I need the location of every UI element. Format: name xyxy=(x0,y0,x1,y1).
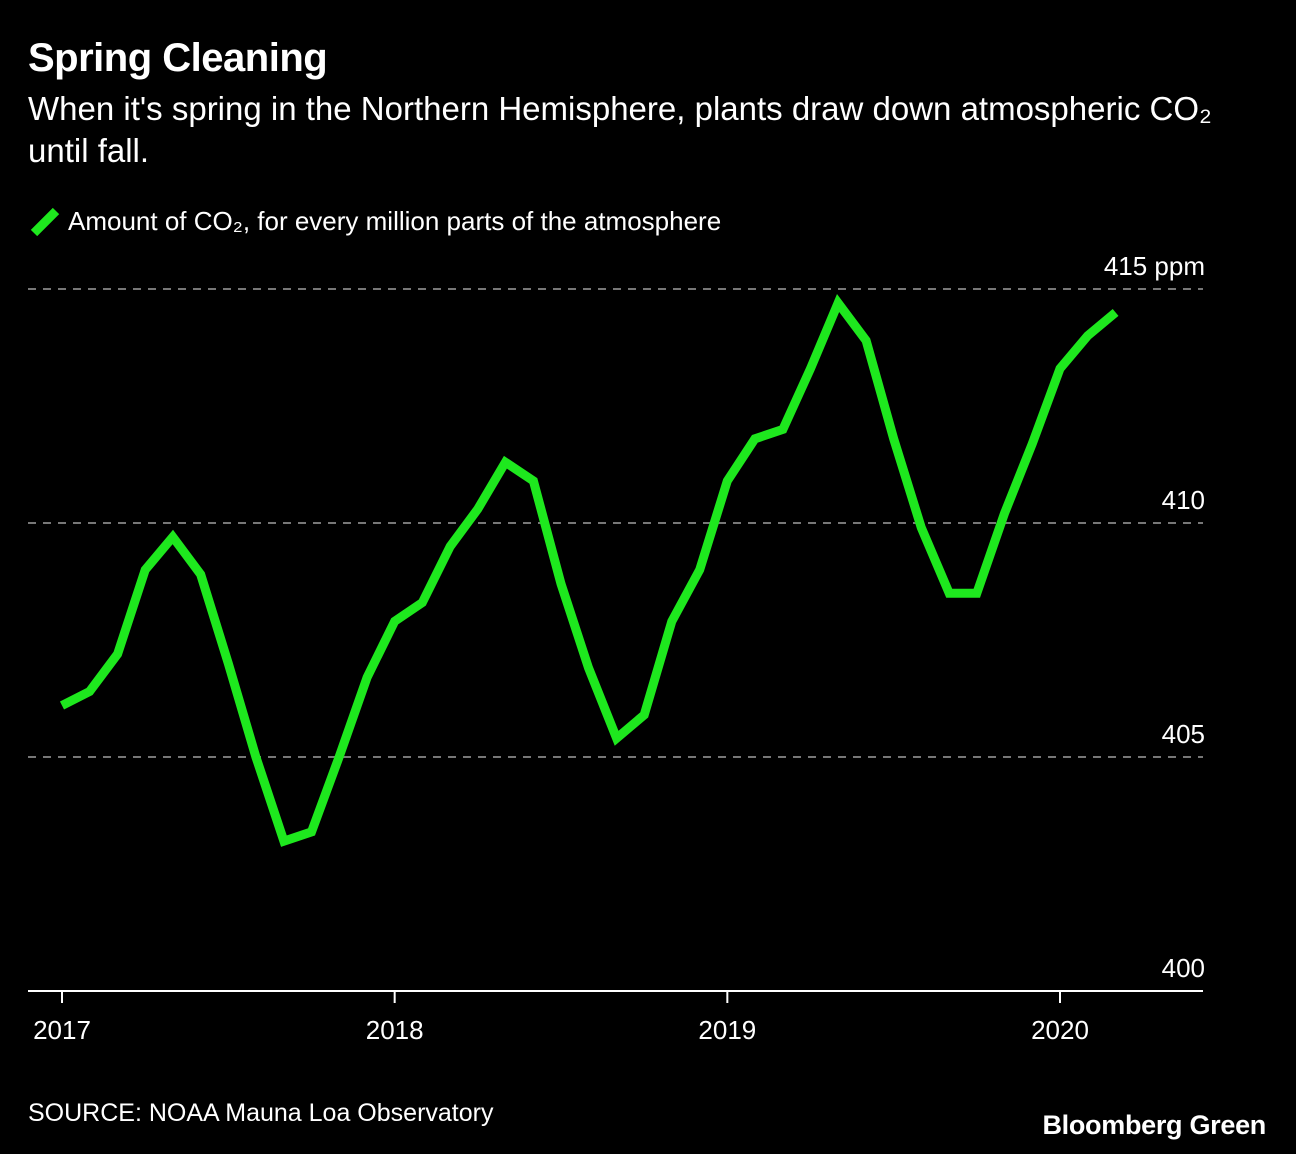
y-tick-label-405: 405 xyxy=(1162,719,1205,749)
series-line-0 xyxy=(59,294,1119,847)
x-axis: 2017 2018 2019 2020 xyxy=(28,990,1203,1045)
brand-logo: Bloomberg Green xyxy=(1042,1110,1266,1140)
y-tick-label-400: 400 xyxy=(1162,953,1205,983)
chart-subtitle: When it's spring in the Northern Hemisph… xyxy=(28,90,1212,169)
series xyxy=(59,294,1119,847)
y-axis-labels: 415 ppm 410 405 400 xyxy=(1104,251,1205,983)
source-note: SOURCE: NOAA Mauna Loa Observatory xyxy=(28,1099,494,1127)
chart-title: Spring Cleaning xyxy=(28,36,328,80)
y-tick-label-415: 415 ppm xyxy=(1104,251,1205,281)
legend-label: Amount of CO₂, for every million parts o… xyxy=(68,206,722,236)
x-tick-label-2017: 2017 xyxy=(33,1015,91,1045)
gridlines xyxy=(28,288,1203,758)
x-tick-label-2018: 2018 xyxy=(366,1015,424,1045)
y-tick-label-410: 410 xyxy=(1162,485,1205,515)
legend-line-icon xyxy=(30,207,60,236)
x-tick-label-2020: 2020 xyxy=(1031,1015,1089,1045)
x-tick-label-2019: 2019 xyxy=(698,1015,756,1045)
legend: Amount of CO₂, for every million parts o… xyxy=(28,206,721,237)
